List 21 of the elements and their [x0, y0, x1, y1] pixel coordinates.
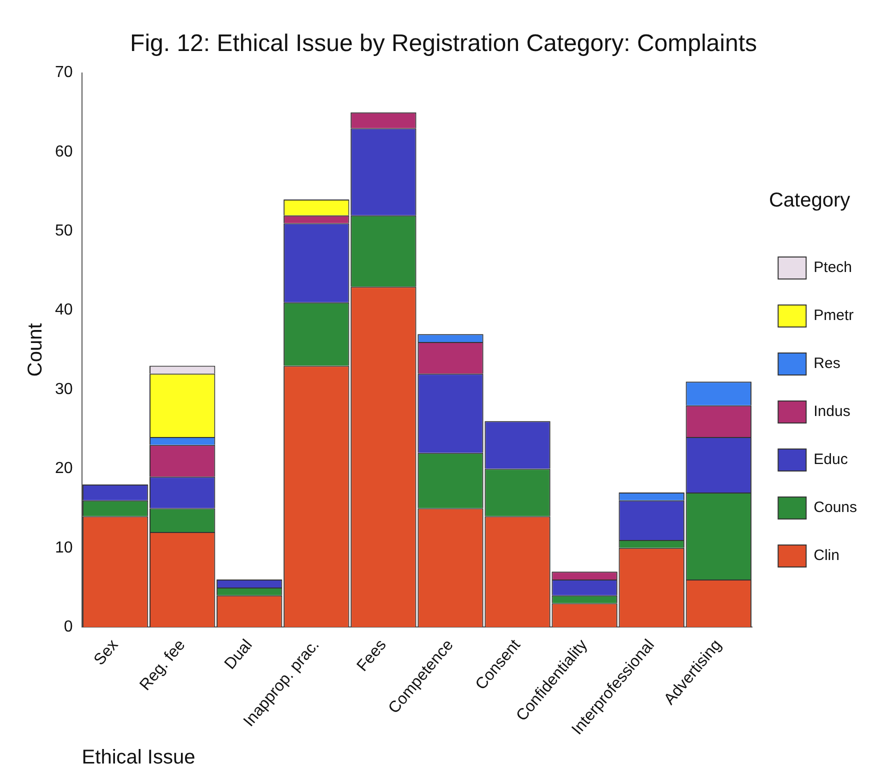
chart-title: Fig. 12: Ethical Issue by Registration Category: Complaints — [130, 30, 757, 58]
legend-label: Ptech — [814, 259, 852, 276]
legend-label: Educ — [814, 451, 848, 468]
legend-title: Category — [768, 190, 850, 212]
y-tick-label: 60 — [55, 143, 73, 160]
y-tick-label: 30 — [55, 380, 73, 398]
x-axis-title: Ethical Issue — [82, 746, 196, 769]
legend-label: Indus — [814, 403, 850, 420]
x-tick-label: Reg. fee — [136, 636, 189, 694]
y-tick-label: 0 — [64, 618, 73, 636]
y-tick-label: 20 — [55, 460, 73, 478]
legend-label: Clin — [814, 547, 840, 564]
legend-label: Res — [814, 355, 840, 372]
y-tick-label: 10 — [55, 539, 73, 556]
y-tick-label: 50 — [55, 222, 73, 240]
y-tick-label: 40 — [55, 302, 73, 319]
y-tick-label: 70 — [55, 64, 73, 82]
legend-label: Pmetr — [814, 307, 854, 324]
y-axis-title: Count — [24, 322, 47, 377]
x-tick-label: Sex — [91, 636, 122, 669]
legend-label: Couns — [814, 499, 857, 516]
